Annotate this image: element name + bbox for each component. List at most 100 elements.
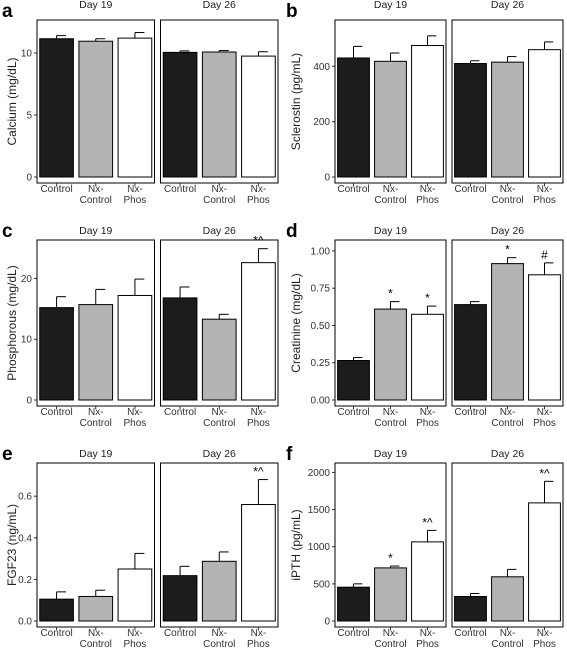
x-tick-label-line: Control — [491, 639, 523, 650]
bar — [454, 304, 487, 401]
x-tick-label-line: Nx- — [383, 628, 399, 639]
x-tick-label-line: Control — [164, 407, 196, 418]
panel-letter: b — [286, 1, 298, 22]
x-tick-label-line: Phos — [124, 418, 147, 429]
bar — [78, 40, 114, 178]
bar — [39, 38, 74, 178]
facet-label: Day 26 — [491, 225, 524, 237]
x-tick-label-line: Nx- — [211, 184, 227, 195]
y-axis-title: Sclerostin (pg/mL) — [289, 53, 303, 150]
x-tick-label: Nx-Phos — [247, 184, 270, 206]
bar — [491, 263, 524, 401]
bar — [528, 274, 561, 401]
x-tick-label: Nx-Phos — [533, 184, 556, 206]
facet-label: Day 19 — [374, 225, 407, 237]
bar — [78, 595, 114, 622]
x-tick-label-line: Control — [203, 639, 235, 650]
x-tick-label-line: Phos — [124, 195, 147, 206]
bar — [117, 568, 153, 622]
x-tick-label: Control — [40, 184, 72, 195]
x-tick-label: Nx-Phos — [416, 628, 439, 650]
facet-label: Day 19 — [79, 0, 112, 11]
x-tick-label-line: Nx- — [251, 184, 267, 195]
facet-label: Day 26 — [203, 225, 236, 237]
bar — [162, 297, 198, 401]
x-tick-label: Control — [337, 407, 369, 418]
x-tick-label-line: Phos — [416, 418, 439, 429]
x-tick-label: Nx-Phos — [124, 407, 147, 429]
x-tick-label-line: Control — [454, 184, 486, 195]
panel-letter: a — [2, 1, 13, 22]
x-tick-label-line: Control — [164, 184, 196, 195]
y-tick-label: 0.2 — [18, 575, 32, 586]
x-tick-label-line: Nx- — [420, 184, 436, 195]
facet-label: Day 19 — [79, 448, 112, 460]
x-tick-label-line: Nx- — [537, 407, 553, 418]
y-tick-label: 0.4 — [18, 533, 32, 544]
x-tick-label-line: Phos — [247, 195, 270, 206]
x-tick-label-line: Nx- — [88, 407, 104, 418]
x-tick-label: Nx-Phos — [247, 628, 270, 650]
y-tick-label: 0.25 — [311, 358, 331, 369]
x-tick-label-line: Nx- — [420, 628, 436, 639]
panel-letter: f — [286, 444, 293, 465]
y-tick-label: 0 — [26, 173, 32, 184]
x-tick-label: Nx-Control — [491, 184, 523, 206]
x-tick-label-line: Phos — [533, 639, 556, 650]
significance-label: * — [388, 551, 393, 565]
bar — [374, 60, 407, 178]
x-tick-label: Control — [40, 407, 72, 418]
y-tick-label: 10 — [21, 335, 33, 346]
x-tick-label: Nx-Phos — [533, 407, 556, 429]
bar — [162, 575, 198, 622]
bar — [491, 576, 524, 622]
panel-d: d Creatinine (mg/dL) 0.00 0.25 0.50 0.75 1.00 D… — [286, 221, 564, 429]
x-tick-label: Control — [454, 184, 486, 195]
significance-label: * — [388, 287, 393, 301]
bar — [117, 37, 153, 178]
significance-label: # — [541, 248, 548, 262]
bar — [411, 541, 444, 622]
y-tick-label: 20 — [21, 274, 33, 285]
x-tick-label-line: Nx- — [383, 184, 399, 195]
significance-label: *^ — [253, 465, 264, 479]
x-tick-label-line: Phos — [247, 418, 270, 429]
y-tick-label: 5 — [26, 111, 32, 122]
x-tick-label: Nx-Phos — [416, 407, 439, 429]
panel-letter: e — [2, 444, 13, 465]
facet-label: Day 26 — [491, 448, 524, 460]
panel-f: f iPTH (pg/mL) 0 500 1000 1500 2000 Day 19 Contr… — [286, 444, 564, 650]
bar — [528, 49, 561, 178]
y-tick-label: 1500 — [308, 505, 331, 516]
x-tick-label-line: Control — [203, 195, 235, 206]
x-tick-label-line: Control — [80, 195, 112, 206]
x-tick-label: Nx-Control — [203, 184, 235, 206]
significance-label: * — [505, 243, 510, 257]
panel-letter: c — [2, 221, 13, 242]
y-tick-label: 0.0 — [18, 617, 32, 628]
x-tick-label-line: Control — [337, 628, 369, 639]
x-tick-label-line: Nx- — [88, 184, 104, 195]
x-tick-label-line: Control — [80, 418, 112, 429]
x-tick-label-line: Nx- — [500, 628, 516, 639]
facet-label: Day 19 — [374, 0, 407, 11]
bar — [337, 360, 370, 401]
x-tick-label-line: Phos — [247, 639, 270, 650]
bar — [78, 304, 114, 401]
bar — [39, 307, 74, 401]
x-tick-label-line: Control — [40, 407, 72, 418]
x-tick-label-line: Control — [80, 639, 112, 650]
x-tick-label: Control — [337, 184, 369, 195]
x-tick-label-line: Nx- — [383, 407, 399, 418]
bar — [374, 308, 407, 401]
x-tick-label-line: Control — [337, 407, 369, 418]
